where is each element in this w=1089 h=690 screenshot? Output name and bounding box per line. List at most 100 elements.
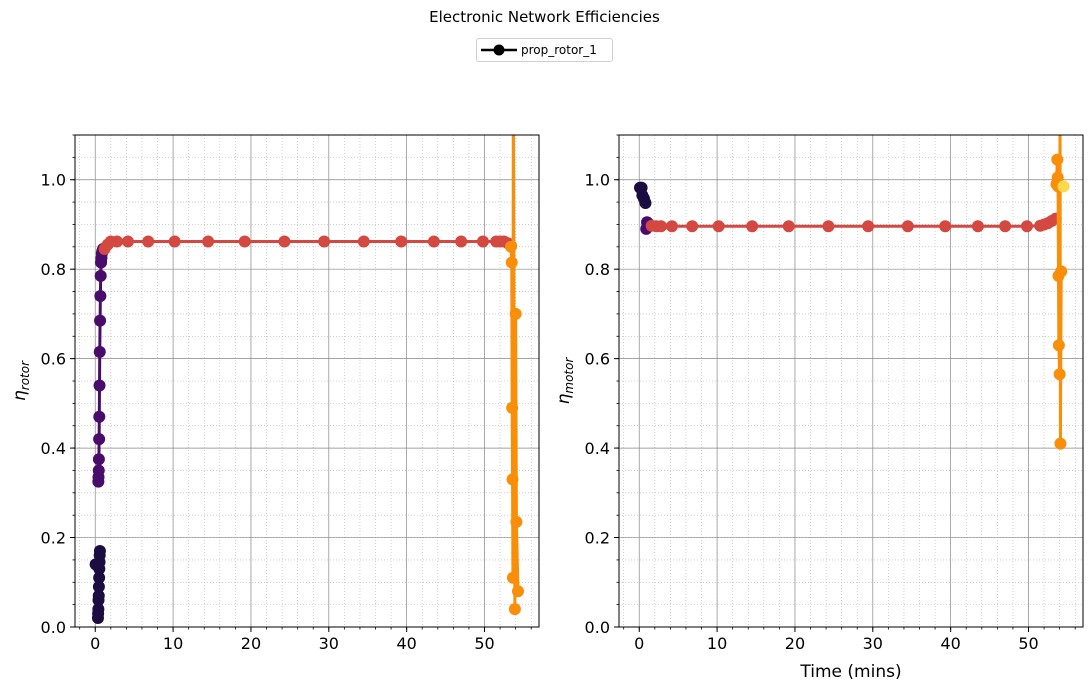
x-tick-label: 20 [785,634,805,653]
y-axis-label-main: η [554,393,574,404]
x-tick-label: 50 [1018,634,1038,653]
data-point [357,235,370,248]
data-point [455,235,468,248]
data-point [506,473,519,486]
data-point [1057,180,1070,193]
chart-panel-1: 0 10 20 30 40 50 0.0 0.2 0.4 0.6 0.8 1.0 ηrotor [10,84,540,653]
data-point [1053,368,1066,381]
data-point [508,603,521,616]
data-point [999,220,1012,233]
data-point [822,220,835,233]
data-point [655,220,668,233]
data-point [686,220,699,233]
data-point [94,269,107,282]
data-point [1054,437,1067,450]
data-point [862,220,875,233]
y-tick-label: 0.8 [585,260,610,279]
data-point [92,464,105,477]
data-point [782,220,795,233]
x-tick-label: 40 [940,634,960,653]
series-segment-1 [89,544,106,625]
data-point [1052,339,1065,352]
data-point [506,571,519,584]
data-point [665,220,678,233]
data-point [111,235,124,248]
series-segment-3 [98,235,517,256]
x-tick-label: 50 [474,634,494,653]
data-point [712,220,725,233]
x-tick-label: 10 [707,634,727,653]
y-tick-label: 0.2 [41,529,66,548]
data-point [238,235,251,248]
data-point [1054,84,1066,96]
data-point [92,603,105,616]
data-point [92,453,105,466]
series-segment-2 [92,243,110,488]
x-tick-label: 20 [241,634,261,653]
y-tick-label: 0.6 [41,350,66,369]
data-point [318,235,331,248]
series-segment-1 [634,181,652,209]
chart-panel-2: 0 10 20 30 40 50 0.0 0.2 0.4 0.6 0.8 1.0 ηmotor Time … [554,84,1084,682]
data-point [511,585,524,598]
y-axis-label-subscript: motor [562,357,576,394]
data-point [971,220,984,233]
x-tick-label: 30 [863,634,883,653]
data-point [1020,220,1033,233]
x-tick-label: 40 [396,634,416,653]
data-point [92,589,105,602]
y-tick-label: 0.4 [41,439,66,458]
y-axis-label: ηmotor [554,357,576,405]
series-segment-4 [1050,84,1068,450]
y-axis-label-main: η [10,390,30,401]
data-point [507,84,519,96]
y-tick-label: 0.8 [41,260,66,279]
data-point [93,410,106,423]
data-point [506,401,519,414]
figure-title: Electronic Network Efficiencies [429,8,660,26]
data-point [901,220,914,233]
data-point [505,256,518,269]
series-segment-3 [645,212,1062,233]
series-line [96,248,105,482]
data-point [202,235,215,248]
data-point [168,235,181,248]
data-point [142,235,155,248]
data-point [476,235,489,248]
y-tick-label: 0.0 [41,618,66,637]
data-point [509,307,522,320]
data-point [639,196,652,209]
data-point [746,220,759,233]
data-point [510,515,523,528]
x-tick-label: 0 [90,634,100,653]
series-line [103,239,512,250]
data-point [1051,153,1064,166]
x-tick-label: 30 [319,634,339,653]
data-point [427,235,440,248]
x-tick-label: 0 [634,634,644,653]
legend-line-marker-icon [481,44,517,56]
data-point [395,235,408,248]
data-point [1051,171,1064,184]
data-point [92,580,105,593]
y-tick-label: 0.6 [585,350,610,369]
data-point [93,544,106,557]
data-point [121,235,134,248]
y-tick-label: 0.0 [585,618,610,637]
series-segment-4 [504,84,524,616]
legend-entry-label: prop_rotor_1 [521,43,597,57]
data-point [93,345,106,358]
x-axis-label: Time (mins) [799,662,901,682]
data-point [939,220,952,233]
y-axis-label-subscript: rotor [18,360,32,390]
y-tick-label: 0.4 [585,439,610,458]
series-line [651,217,1057,228]
series-segment-5 [1057,180,1070,193]
data-point [504,240,517,253]
x-tick-label: 10 [163,634,183,653]
data-point [1055,265,1068,278]
legend: prop_rotor_1 [476,38,613,62]
data-point [93,571,106,584]
y-axis-label: ηrotor [10,360,32,401]
